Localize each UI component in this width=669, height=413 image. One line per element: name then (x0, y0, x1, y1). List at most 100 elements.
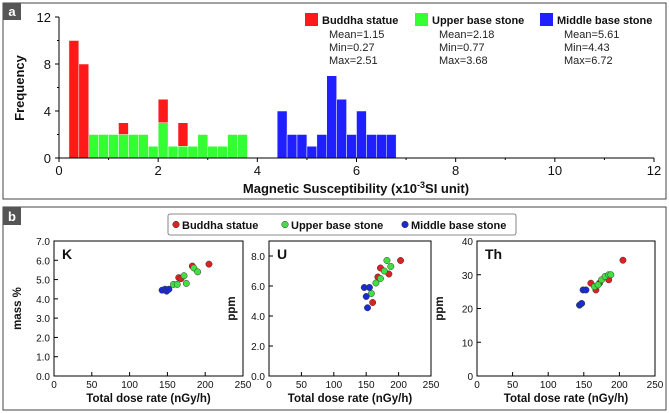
panel-a-x-tick-label: 2 (155, 163, 162, 178)
scatter-point-U-2-4 (380, 267, 388, 275)
scatter-x-tick-label-2: 100 (325, 380, 342, 391)
scatter-x-tick-label-2: 250 (423, 380, 440, 391)
scatter-point-U-2-5 (383, 257, 391, 264)
stat-min-3: Min=4.43 (564, 42, 610, 54)
panel-a-x-tick-label: 4 (254, 163, 261, 178)
scatter-x-tick-label-3: 50 (507, 380, 519, 391)
scatter-point-U-2-6 (387, 263, 395, 270)
scatter-x-tick-label-3: 200 (611, 380, 628, 391)
scatter-y-tick-label-1: 2.0 (36, 333, 50, 344)
histogram-bar-3-3 (296, 134, 308, 159)
scatter-y-tick-label-2: 6.0 (251, 282, 265, 293)
stat-min-1: Min=0.27 (329, 42, 375, 54)
legend-label-b-3: Middle base stone (411, 220, 506, 232)
element-label-2: U (277, 246, 287, 262)
scatter-y-tick-label-1: 1.0 (36, 353, 50, 364)
scatter-point-K-2-6 (194, 268, 202, 276)
element-label-1: K (62, 246, 72, 262)
panel-a-label-box (3, 3, 21, 20)
scatter-point-U-2-2 (372, 279, 380, 287)
scatter-y-axis-title-2: ppm (226, 296, 238, 320)
scatter-y-tick-label-2: 4.0 (251, 312, 265, 323)
scatter-y-tick-label-1: 3.0 (36, 314, 50, 325)
legend-swatch-a-3 (540, 13, 553, 26)
panel-a-x-axis-title: Magnetic Susceptibility (x10-3SI unit) (243, 180, 469, 196)
scatter-x-tick-label-1: 250 (235, 380, 252, 391)
histogram-bar-2-9 (167, 146, 179, 159)
panel-a-x-tick-label: 6 (353, 163, 360, 178)
scatter-point-U-3-2 (362, 293, 370, 300)
scatter-point-Th-3-2 (578, 299, 586, 307)
scatter-x-axis-title-3: Total dose rate (nGy/h) (504, 393, 629, 405)
stat-max-2: Max=3.68 (439, 55, 488, 67)
histogram-bar-3-9 (356, 110, 367, 159)
panel-a-y-tick-label: 12 (37, 10, 51, 25)
scatter-point-K-2-2 (173, 280, 181, 288)
scatter-x-tick-label-1: 50 (86, 380, 98, 391)
histogram-bar-3-2 (286, 134, 298, 159)
scatter-x-tick-label-3: 100 (540, 380, 557, 391)
scatter-x-axis-title-1: Total dose rate (nGy/h) (86, 393, 211, 405)
scatter-point-K-2-4 (182, 279, 190, 287)
histogram-bar-2-3 (108, 134, 119, 159)
legend-label-b-1: Buddha statue (182, 220, 258, 232)
scatter-x-tick-label-3: 250 (647, 380, 664, 391)
scatter-y-tick-label-2: 0.0 (251, 372, 265, 383)
scatter-point-Th-1-5 (619, 256, 627, 264)
scatter-y-tick-label-1: 0.0 (36, 372, 50, 383)
scatter-point-U-1-5 (397, 257, 404, 264)
scatter-point-U-2-3 (377, 275, 384, 282)
histogram-bar-2-5 (128, 134, 139, 159)
histogram-bar-3-1 (276, 110, 288, 159)
histogram-bar-3-12 (386, 134, 397, 159)
histogram-bar-3-6 (326, 75, 337, 159)
scatter-y-tick-label-2: 2.0 (251, 342, 265, 353)
scatter-x-tick-label-1: 0 (51, 380, 57, 391)
histogram-bar-2-4 (118, 134, 129, 159)
histogram-bar-2-13 (207, 146, 218, 159)
panel-a-y-tick-label: 4 (44, 104, 51, 119)
scatter-point-K-1-4 (205, 260, 213, 268)
histogram-bar-3-11 (376, 134, 387, 159)
scatter-x-axis-title-2: Total dose rate (nGy/h) (288, 393, 413, 405)
scatter-x-tick-label-1: 150 (159, 380, 176, 391)
stat-mean-1: Mean=1.15 (329, 29, 384, 41)
panel-a-frame (2, 2, 667, 200)
scatter-point-U-3-3 (364, 304, 371, 312)
scatter-point-U-3-4 (365, 284, 373, 291)
scatter-x-tick-label-3: 150 (575, 380, 592, 391)
scatter-y-tick-label-3: 0 (467, 372, 473, 383)
scatter-plot-area-3 (476, 240, 656, 377)
scatter-x-tick-label-2: 150 (358, 380, 375, 391)
panel-a-y-tick-label: 0 (44, 151, 51, 166)
histogram-bar-2-8 (157, 122, 169, 159)
legend-label-a-2: Upper base stone (432, 15, 524, 27)
scatter-y-tick-label-1: 5.0 (36, 276, 50, 287)
panel-a-x-tick-label: 8 (452, 163, 459, 178)
scatter-y-tick-label-1: 6.0 (36, 256, 50, 267)
histogram-bar-2-15 (227, 134, 238, 159)
legend-label-b-2: Upper base stone (291, 220, 383, 232)
histogram-bar-2-10 (177, 146, 189, 159)
scatter-y-tick-label-3: 40 (462, 237, 474, 248)
panel-a-y-axis-title: Frequency (12, 54, 27, 121)
legend-marker-b-2 (281, 220, 289, 229)
scatter-x-tick-label-2: 50 (296, 380, 308, 391)
legend-marker-b-1 (172, 220, 180, 229)
panel-a-x-tick-label: 0 (55, 163, 62, 178)
panel-a-x-tick-label: 12 (647, 163, 661, 178)
element-label-3: Th (485, 246, 502, 262)
panel-b-label-box (3, 207, 21, 225)
histogram-bar-3-10 (366, 134, 377, 159)
stat-max-1: Max=2.51 (329, 55, 378, 67)
scatter-x-tick-label-2: 200 (390, 380, 407, 391)
histogram-bar-2-6 (138, 134, 149, 159)
scatter-plot-area-2 (268, 240, 432, 377)
scatter-point-K-2-3 (180, 272, 188, 280)
legend-label-a-3: Middle base stone (557, 15, 652, 27)
scatter-point-K-3-4 (165, 285, 173, 293)
scatter-x-tick-label-1: 200 (197, 380, 214, 391)
panel-a-label: a (8, 4, 16, 19)
histogram-bar-3-8 (346, 134, 357, 159)
scatter-y-axis-title-3: ppm (434, 296, 446, 320)
